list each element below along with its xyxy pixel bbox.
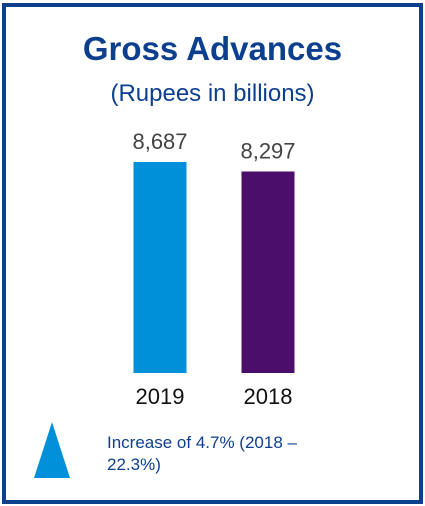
increase-note: Increase of 4.7% (2018 – 22.3%) — [107, 433, 297, 474]
bar-value-label-2019: 8,687 — [132, 129, 187, 154]
x-tick-label-2018: 2018 — [244, 384, 293, 409]
bar-2018 — [241, 171, 295, 373]
up-triangle-icon — [34, 422, 70, 478]
chart-title: Gross Advances — [82, 30, 343, 67]
chart-card: Gross Advances (Rupees in billions) 8,68… — [2, 3, 423, 504]
bar-chart: 8,687 2019 8,297 2018 — [132, 129, 295, 409]
bar-value-label-2018: 8,297 — [240, 138, 295, 163]
bar-2019 — [133, 162, 187, 373]
x-tick-label-2019: 2019 — [136, 384, 185, 409]
chart-subtitle: (Rupees in billions) — [110, 80, 315, 107]
